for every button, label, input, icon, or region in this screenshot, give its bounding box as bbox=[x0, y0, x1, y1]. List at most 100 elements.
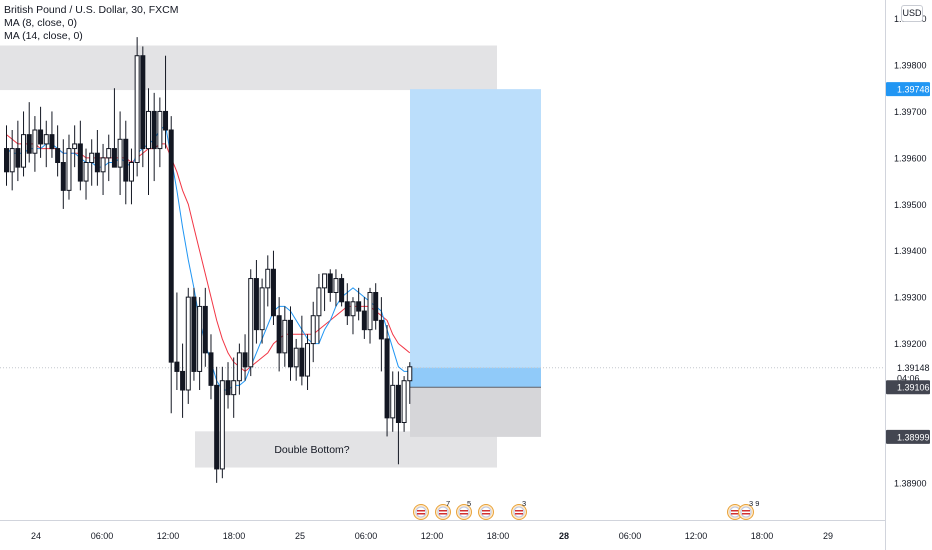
candle[interactable] bbox=[100, 143, 106, 195]
candle[interactable] bbox=[350, 297, 356, 335]
demand-zone[interactable] bbox=[195, 431, 497, 468]
candle[interactable] bbox=[43, 120, 49, 168]
candle[interactable] bbox=[299, 315, 305, 386]
stop-price-tag[interactable]: 1.38999 bbox=[886, 429, 930, 444]
candle[interactable] bbox=[89, 139, 95, 186]
target-price-tag[interactable]: 1.39748 bbox=[886, 82, 930, 97]
candle[interactable] bbox=[214, 366, 220, 483]
candle[interactable] bbox=[231, 357, 237, 418]
candle[interactable] bbox=[208, 334, 214, 400]
candle[interactable] bbox=[128, 148, 134, 205]
price-tick-label: 1.39700 bbox=[894, 107, 927, 117]
flag-stripe bbox=[460, 513, 468, 515]
candle[interactable] bbox=[94, 130, 100, 186]
currency-button[interactable]: USD bbox=[901, 5, 923, 22]
candle[interactable] bbox=[327, 269, 333, 302]
candle[interactable] bbox=[151, 92, 157, 182]
candle[interactable] bbox=[180, 343, 186, 418]
economic-event-badge[interactable]: 5 bbox=[456, 499, 472, 520]
candle-body bbox=[197, 305, 203, 372]
economic-event-badge[interactable]: 3 bbox=[511, 499, 527, 520]
candle[interactable] bbox=[9, 130, 15, 191]
candle[interactable] bbox=[384, 325, 390, 437]
candle-body bbox=[26, 134, 32, 154]
candle[interactable] bbox=[146, 88, 151, 195]
candle[interactable] bbox=[322, 273, 328, 312]
candle[interactable] bbox=[106, 134, 112, 182]
candle[interactable] bbox=[134, 37, 140, 177]
candle[interactable] bbox=[174, 292, 180, 391]
candle[interactable] bbox=[202, 287, 208, 367]
candle[interactable] bbox=[259, 278, 265, 344]
candle[interactable] bbox=[276, 297, 282, 372]
candle[interactable] bbox=[32, 116, 38, 172]
candle[interactable] bbox=[373, 283, 379, 330]
entry-band[interactable] bbox=[410, 367, 541, 388]
candle[interactable] bbox=[288, 306, 293, 381]
economic-event-badge[interactable]: 3 9 bbox=[738, 499, 760, 520]
candle[interactable] bbox=[367, 287, 373, 344]
candle[interactable] bbox=[390, 371, 396, 432]
candle[interactable] bbox=[305, 334, 311, 390]
candle[interactable] bbox=[38, 106, 44, 158]
candle[interactable] bbox=[344, 283, 350, 325]
candle[interactable] bbox=[248, 269, 254, 377]
economic-event-badge[interactable] bbox=[478, 504, 494, 520]
candle[interactable] bbox=[21, 111, 27, 177]
candle[interactable] bbox=[407, 362, 413, 404]
candle[interactable] bbox=[72, 125, 78, 168]
candle[interactable] bbox=[219, 366, 225, 479]
candle[interactable] bbox=[265, 255, 271, 307]
stop-zone[interactable] bbox=[410, 387, 541, 437]
candle-body bbox=[208, 352, 214, 386]
candle[interactable] bbox=[293, 338, 299, 381]
candle[interactable] bbox=[197, 297, 203, 390]
supply-zone[interactable] bbox=[0, 45, 497, 91]
candle[interactable] bbox=[253, 260, 259, 344]
candle[interactable] bbox=[316, 273, 322, 344]
candle[interactable] bbox=[15, 120, 21, 182]
candle[interactable] bbox=[191, 287, 197, 381]
candle[interactable] bbox=[66, 134, 72, 200]
candle[interactable] bbox=[378, 297, 384, 372]
candle[interactable] bbox=[339, 273, 345, 307]
candle[interactable] bbox=[117, 111, 123, 195]
candle-body bbox=[350, 301, 356, 317]
candle-body bbox=[202, 305, 208, 354]
candle-body bbox=[270, 268, 276, 317]
candle[interactable] bbox=[356, 287, 362, 321]
candle[interactable] bbox=[26, 102, 32, 163]
candle[interactable] bbox=[55, 125, 61, 177]
target-zone[interactable] bbox=[410, 89, 541, 388]
candle[interactable] bbox=[83, 148, 89, 200]
candle[interactable] bbox=[395, 371, 401, 465]
candle[interactable] bbox=[310, 301, 316, 363]
candle[interactable] bbox=[168, 116, 174, 414]
candle[interactable] bbox=[60, 139, 66, 209]
candle[interactable] bbox=[77, 120, 83, 191]
candle[interactable] bbox=[225, 362, 231, 409]
economic-event-badge[interactable]: 7 bbox=[435, 499, 451, 520]
candle-body bbox=[151, 110, 157, 150]
candle[interactable] bbox=[157, 97, 163, 168]
candle[interactable] bbox=[123, 120, 129, 205]
candle[interactable] bbox=[49, 111, 55, 158]
candle[interactable] bbox=[282, 306, 288, 367]
candle[interactable] bbox=[361, 297, 367, 339]
candle[interactable] bbox=[236, 343, 242, 395]
candle[interactable] bbox=[111, 88, 117, 168]
economic-event-badge[interactable] bbox=[413, 504, 429, 520]
candle[interactable] bbox=[163, 55, 169, 149]
candle[interactable] bbox=[140, 46, 146, 168]
candle[interactable] bbox=[333, 269, 339, 307]
candle[interactable] bbox=[270, 250, 276, 325]
entry-price-tag[interactable]: 1.39106 bbox=[886, 380, 930, 395]
candle[interactable] bbox=[4, 125, 9, 186]
candle-body bbox=[43, 134, 49, 145]
candle[interactable] bbox=[185, 287, 191, 404]
candle[interactable] bbox=[401, 376, 407, 432]
candle[interactable] bbox=[242, 334, 248, 381]
